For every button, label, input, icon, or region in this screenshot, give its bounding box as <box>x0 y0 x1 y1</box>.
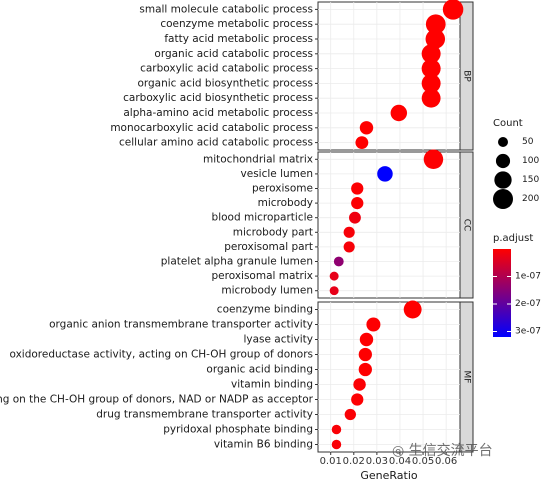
data-point <box>353 378 366 391</box>
panel-mf-strip-label: MF <box>462 371 472 384</box>
panel-bp-strip <box>459 1 474 151</box>
data-point <box>425 29 446 49</box>
panel-cc-strip <box>459 151 474 299</box>
panel-mf-strip <box>459 301 474 453</box>
y-tick-label: drug transmembrane transporter activity <box>96 409 313 421</box>
size-legend-key <box>493 189 513 209</box>
data-point <box>333 256 344 267</box>
wechat-icon: ◎ <box>392 443 405 459</box>
color-legend-bar <box>493 249 511 337</box>
x-tick-label: 0.02 <box>343 456 365 467</box>
size-legend-label: 150 <box>522 175 539 185</box>
y-tick-label: organic acid binding <box>206 364 313 376</box>
y-tick-label: coenzyme metabolic process <box>160 18 313 30</box>
watermark-label: 生信交流平台 <box>408 443 493 459</box>
data-point <box>331 424 342 435</box>
size-legend-key <box>494 171 512 189</box>
color-legend-label: 1e-07 <box>515 272 541 282</box>
data-point <box>343 226 355 238</box>
y-tick-label: cellular amino acid catabolic process <box>119 137 313 149</box>
y-tick-label: blood microparticle <box>212 212 313 224</box>
data-point <box>421 88 441 108</box>
x-tick-label: 0.05 <box>412 456 434 467</box>
data-point <box>351 182 364 195</box>
y-tick-label: lyase activity <box>243 334 313 346</box>
x-tick-label: 0.06 <box>435 456 457 467</box>
x-axis-title: GeneRatio <box>360 469 418 482</box>
y-tick-label: fatty acid metabolic process <box>164 33 313 45</box>
y-tick-label: vesicle lumen <box>241 168 313 180</box>
y-tick-label: oxidoreductase activity, acting on CH-OH… <box>9 349 313 361</box>
color-legend-label: 2e-07 <box>515 299 541 309</box>
data-point <box>423 149 444 170</box>
y-tick-label: platelet alpha granule lumen <box>161 256 313 268</box>
y-tick-label: organic acid biosynthetic process <box>137 77 313 89</box>
data-point <box>329 286 339 296</box>
data-point <box>344 408 356 421</box>
y-tick-label: microbody <box>258 197 313 209</box>
y-tick-label: peroxisome <box>252 183 313 195</box>
y-tick-label: microbody part <box>233 226 313 238</box>
data-point <box>351 196 364 210</box>
color-legend-label: 3e-07 <box>515 327 541 337</box>
data-point <box>331 439 342 450</box>
x-tick-label: 0.03 <box>366 456 388 467</box>
y-tick-label: monocarboxylic acid catabolic process <box>110 122 313 134</box>
y-tick-label: small molecule catabolic process <box>139 3 313 15</box>
y-tick-label: mitochondrial matrix <box>203 153 313 165</box>
y-tick-label: peroxisomal part <box>224 241 313 253</box>
y-tick-label: vitamin binding <box>231 379 313 391</box>
x-tick-label: 0.04 <box>389 456 411 467</box>
y-tick-label: pyridoxal phosphate binding <box>163 424 313 436</box>
data-point <box>358 347 372 362</box>
size-legend-key <box>498 137 508 147</box>
data-point <box>358 362 372 377</box>
color-legend-title: p.adjust <box>493 233 533 244</box>
panel-mf-frame <box>317 301 461 453</box>
y-tick-label: coenzyme binding <box>217 304 313 316</box>
data-point <box>343 241 355 253</box>
y-tick-label: vitamin B6 binding <box>214 439 313 451</box>
y-tick-label: carboxylic acid catabolic process <box>140 63 313 75</box>
x-tick-label: 0.01 <box>320 456 342 467</box>
panel-cc-strip-label: CC <box>462 219 472 232</box>
data-point <box>359 121 374 135</box>
data-point <box>377 166 393 182</box>
size-legend-label: 50 <box>522 137 534 147</box>
y-tick-label: carboxylic acid biosynthetic process <box>123 92 313 104</box>
data-point <box>390 104 408 122</box>
y-tick-label: peroxisomal matrix <box>212 270 313 282</box>
y-tick-label: microbody lumen <box>221 285 313 297</box>
y-tick-label: alpha-amino acid metabolic process <box>123 107 313 119</box>
data-point <box>442 0 464 20</box>
y-tick-label: oxidoreductase activity, acting on the C… <box>0 394 314 406</box>
data-point <box>421 73 441 93</box>
size-legend-key <box>495 153 511 169</box>
data-point <box>349 211 361 224</box>
data-point <box>359 332 374 347</box>
size-legend-title: Count <box>493 118 523 129</box>
data-point <box>366 317 381 332</box>
data-point <box>421 59 441 79</box>
size-legend-label: 100 <box>522 156 539 166</box>
data-point <box>421 44 441 64</box>
size-legend-label: 200 <box>522 194 539 204</box>
data-point <box>329 271 339 281</box>
data-point <box>403 300 422 319</box>
data-point <box>425 14 446 35</box>
data-point <box>351 393 364 406</box>
panel-bp-strip-label: BP <box>462 70 472 82</box>
y-tick-label: organic anion transmembrane transporter … <box>49 319 313 331</box>
data-point <box>355 136 369 150</box>
y-tick-label: organic acid catabolic process <box>154 48 313 60</box>
watermark-text: ◎ 生信交流平台 <box>392 440 493 460</box>
